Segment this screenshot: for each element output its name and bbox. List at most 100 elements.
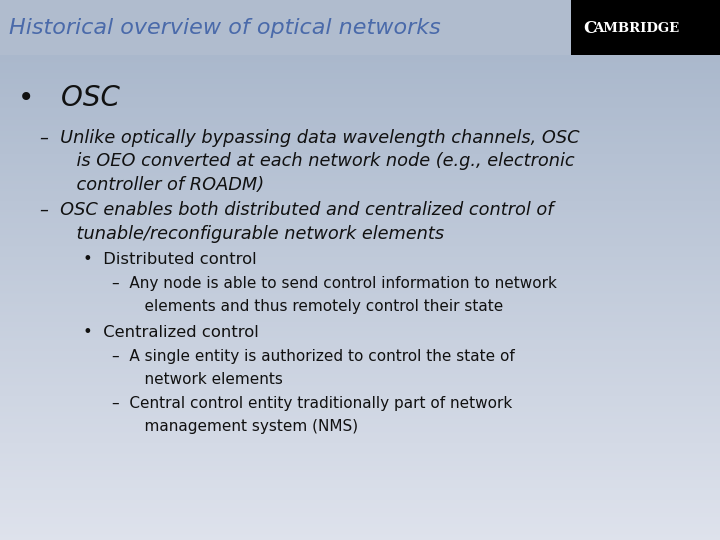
Bar [0, 298, 720, 299]
Bar [0, 430, 720, 431]
Bar [0, 374, 720, 375]
Bar [0, 522, 720, 524]
Bar [0, 58, 720, 60]
Bar [0, 387, 720, 388]
Bar [0, 362, 720, 364]
Bar [0, 125, 720, 126]
Bar [0, 247, 720, 249]
Bar [0, 441, 720, 443]
Bar [0, 83, 720, 84]
Bar [0, 186, 720, 187]
Bar [0, 123, 720, 125]
Bar [0, 139, 720, 141]
Bar [0, 393, 720, 395]
Bar [0, 86, 720, 87]
Bar [0, 535, 720, 537]
Bar [0, 100, 720, 102]
Bar [0, 238, 720, 239]
Bar [0, 537, 720, 538]
Bar [0, 319, 720, 320]
Bar [0, 327, 720, 328]
Bar [0, 118, 720, 120]
Bar [0, 419, 720, 420]
Bar [0, 338, 720, 340]
Bar [0, 530, 720, 532]
Bar [0, 304, 720, 306]
Bar [0, 212, 720, 213]
Bar [0, 278, 720, 280]
Bar [0, 195, 720, 197]
Bar [0, 131, 720, 133]
Bar [0, 356, 720, 357]
Text: •  Distributed control: • Distributed control [83, 252, 256, 267]
Bar [0, 332, 720, 333]
Bar [0, 81, 720, 83]
Bar [0, 483, 720, 485]
Bar [0, 361, 720, 362]
Bar [0, 527, 720, 529]
Bar [0, 117, 720, 118]
Bar [0, 390, 720, 392]
Bar [0, 251, 720, 252]
Bar [0, 179, 720, 181]
Bar [0, 122, 720, 123]
Bar [0, 66, 720, 68]
Bar [0, 538, 720, 540]
Bar [0, 438, 720, 440]
Bar [0, 210, 720, 212]
Text: Historical overview of optical networks: Historical overview of optical networks [9, 17, 441, 38]
Bar [0, 109, 720, 110]
Bar [0, 134, 720, 136]
Bar [0, 172, 720, 173]
Bar [0, 309, 720, 310]
Bar [0, 514, 720, 516]
Bar [0, 99, 720, 100]
Bar [0, 236, 720, 238]
Bar [0, 105, 720, 107]
Bar [0, 87, 720, 89]
Bar [0, 285, 720, 286]
Bar [0, 70, 720, 71]
Bar [0, 62, 720, 63]
Bar [0, 151, 720, 152]
Bar [0, 293, 720, 294]
Bar [0, 475, 720, 477]
Bar [0, 312, 720, 314]
Bar [0, 417, 720, 419]
Bar [0, 511, 720, 512]
Bar [0, 457, 720, 459]
Bar [0, 474, 720, 475]
Text: –  Central control entity traditionally part of network: – Central control entity traditionally p… [112, 396, 512, 411]
Bar [0, 382, 720, 383]
Text: –  A single entity is authorized to control the state of: – A single entity is authorized to contr… [112, 349, 514, 364]
Bar [0, 299, 720, 301]
Bar [0, 226, 720, 228]
Bar [0, 377, 720, 379]
Bar [0, 173, 720, 175]
Bar [0, 149, 720, 151]
Bar [0, 176, 720, 178]
Bar [0, 413, 720, 414]
Bar [0, 205, 720, 207]
Bar [0, 92, 720, 94]
Bar [0, 272, 720, 273]
Bar [0, 302, 720, 304]
Bar [0, 416, 720, 417]
Bar [0, 275, 720, 276]
Bar [0, 477, 720, 478]
Bar [0, 317, 720, 319]
Bar [0, 328, 720, 330]
Bar [0, 89, 720, 91]
Bar [0, 512, 720, 514]
Bar [0, 491, 720, 493]
Bar [0, 478, 720, 480]
Bar [0, 228, 720, 230]
Bar [0, 366, 720, 367]
Text: •  Centralized control: • Centralized control [83, 325, 258, 340]
Bar [0, 532, 720, 534]
Bar [0, 223, 720, 225]
Bar [0, 503, 720, 504]
Bar [0, 234, 720, 236]
Bar [0, 68, 720, 70]
Bar [0, 345, 720, 346]
